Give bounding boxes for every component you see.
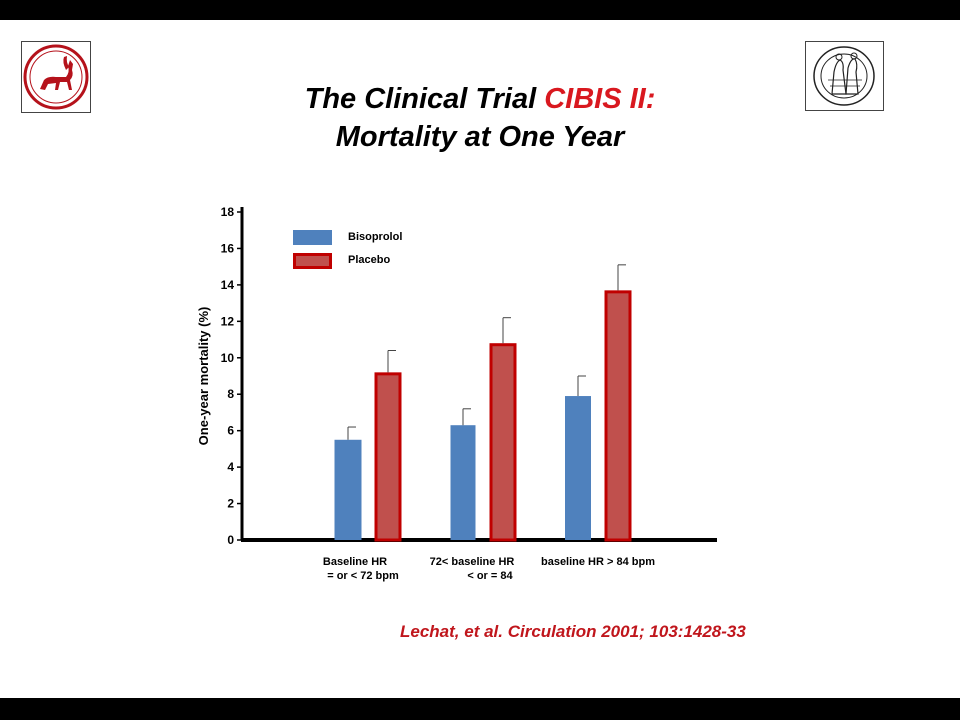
- y-tick-label: 4: [227, 460, 234, 474]
- mortality-bar-chart: 0 2 4 6 8 10 12 14 16 18 One-year mortality (%) Bas…: [196, 205, 717, 582]
- y-tick-label: 16: [221, 241, 235, 255]
- x-category-label: 72< baseline HR: [430, 556, 515, 568]
- bar-placebo: [489, 343, 517, 542]
- bar-bisoprolol: [450, 425, 476, 540]
- legend-swatch-bisoprolol: [293, 230, 332, 245]
- y-tick-label: 10: [221, 351, 235, 365]
- citation: Lechat, et al. Circulation 2001; 103:142…: [400, 622, 746, 641]
- x-category-label: < or = 84: [467, 570, 513, 582]
- legend-label: Bisoprolol: [348, 231, 402, 243]
- slide-title: The Clinical Trial CIBIS II: Mortality a…: [180, 80, 780, 156]
- y-tick-label: 8: [227, 387, 234, 401]
- y-tick-label: 14: [221, 278, 235, 292]
- y-tick-label: 2: [227, 497, 234, 511]
- legend-label: Placebo: [348, 254, 390, 266]
- y-tick-label: 6: [227, 424, 234, 438]
- bar-placebo: [604, 290, 632, 542]
- title-line-2: Mortality at One Year: [335, 121, 625, 153]
- x-category-label: Baseline HR: [323, 556, 387, 568]
- y-tick-label: 18: [221, 205, 235, 219]
- university-logo-centaur: [21, 41, 91, 113]
- title-prefix: The Clinical Trial: [304, 83, 545, 115]
- y-axis-label: One-year mortality (%): [196, 307, 211, 446]
- y-tick-label: 12: [221, 314, 235, 328]
- bar-bisoprolol: [334, 439, 362, 540]
- top-black-band: [0, 0, 960, 20]
- centaur-seal-icon: [23, 44, 89, 110]
- bar-bisoprolol: [565, 396, 591, 540]
- university-logo-seal: [805, 41, 884, 111]
- y-tick-label: 0: [227, 533, 234, 547]
- academic-seal-icon: [813, 46, 875, 106]
- title-line-1: The Clinical Trial CIBIS II:: [180, 80, 780, 118]
- legend-swatch-placebo: [293, 253, 332, 269]
- bottom-black-band: [0, 698, 960, 720]
- bar-placebo: [374, 372, 402, 542]
- title-highlight: CIBIS II:: [544, 83, 656, 115]
- x-category-label: baseline HR > 84 bpm: [541, 556, 655, 568]
- x-category-label: = or < 72 bpm: [327, 570, 399, 582]
